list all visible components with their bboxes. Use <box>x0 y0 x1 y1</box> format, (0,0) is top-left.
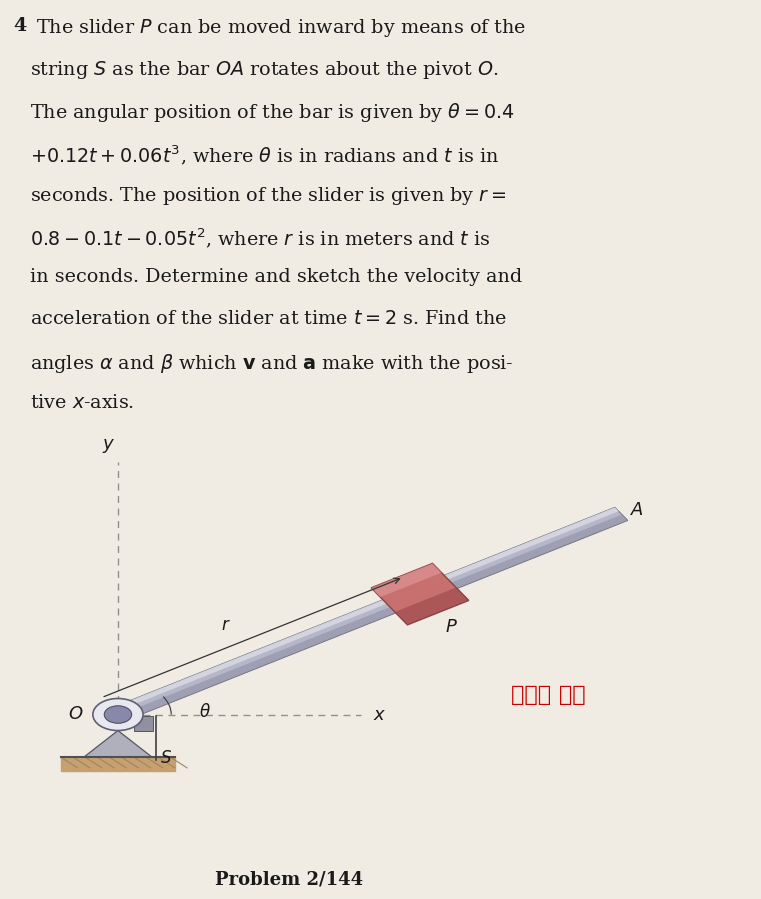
Text: $O$: $O$ <box>68 705 84 723</box>
Polygon shape <box>99 507 628 726</box>
Text: in seconds. Determine and sketch the velocity and: in seconds. Determine and sketch the vel… <box>30 269 523 287</box>
Polygon shape <box>371 564 469 625</box>
Text: $y$: $y$ <box>102 437 116 455</box>
Text: seconds. The position of the slider is given by $r =$: seconds. The position of the slider is g… <box>30 184 507 207</box>
Circle shape <box>104 706 132 724</box>
Text: tive $x$-axis.: tive $x$-axis. <box>30 394 135 412</box>
Polygon shape <box>395 587 469 625</box>
Polygon shape <box>99 507 619 717</box>
Text: The slider $P$ can be moved inward by means of the: The slider $P$ can be moved inward by me… <box>30 17 527 40</box>
Text: $A$: $A$ <box>630 501 645 519</box>
Circle shape <box>93 699 143 731</box>
Text: Problem 2/144: Problem 2/144 <box>215 870 363 888</box>
Text: 4: 4 <box>14 17 27 35</box>
Polygon shape <box>84 731 152 757</box>
Text: $\theta$: $\theta$ <box>199 703 211 721</box>
Polygon shape <box>134 717 153 731</box>
Text: $0.8 - 0.1t - 0.05t^2$, where $r$ is in meters and $t$ is: $0.8 - 0.1t - 0.05t^2$, where $r$ is in … <box>30 227 491 250</box>
Text: string $S$ as the bar $OA$ rotates about the pivot $O$.: string $S$ as the bar $OA$ rotates about… <box>30 59 499 81</box>
Text: The angular position of the bar is given by $\theta = 0.4$: The angular position of the bar is given… <box>30 101 515 124</box>
Text: angles $\alpha$ and $\beta$ which $\mathbf{v}$ and $\mathbf{a}$ make with the po: angles $\alpha$ and $\beta$ which $\math… <box>30 352 514 375</box>
Text: $P$: $P$ <box>445 618 458 636</box>
Polygon shape <box>106 514 628 726</box>
Text: رفع جك: رفع جك <box>511 684 585 706</box>
Text: $x$: $x$ <box>373 706 386 724</box>
Text: $S$: $S$ <box>160 750 172 767</box>
Text: $+ 0.12t + 0.06t^3$, where $\theta$ is in radians and $t$ is in: $+ 0.12t + 0.06t^3$, where $\theta$ is i… <box>30 143 499 166</box>
Text: $r$: $r$ <box>221 617 231 634</box>
Text: acceleration of the slider at time $t = 2$ s. Find the: acceleration of the slider at time $t = … <box>30 310 508 328</box>
Polygon shape <box>371 564 441 597</box>
